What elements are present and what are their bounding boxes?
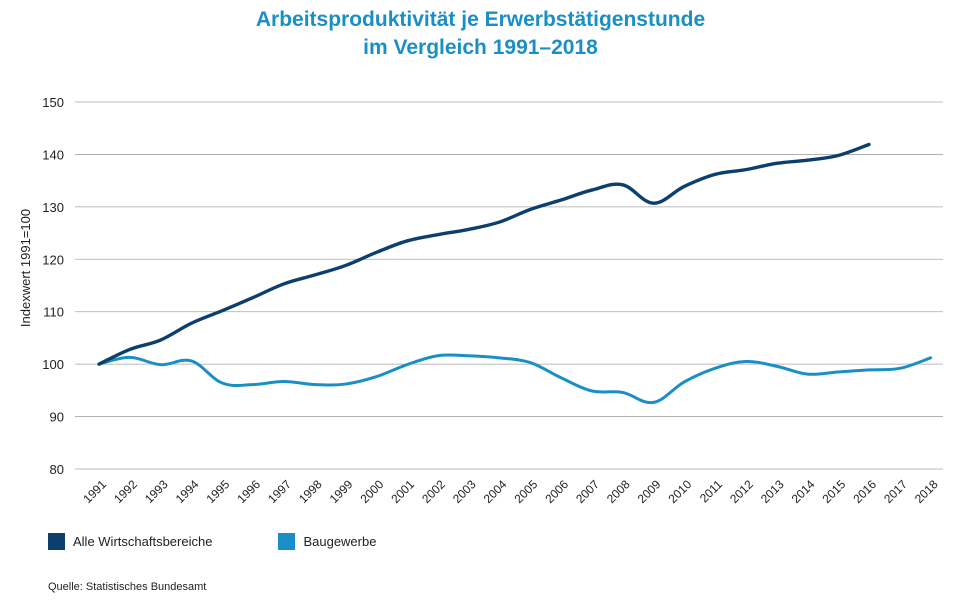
legend: Alle Wirtschaftsbereiche Baugewerbe [48, 533, 442, 550]
chart-title: Arbeitsproduktivität je Erwerbstätigenst… [0, 6, 961, 62]
x-tick-label: 2000 [358, 477, 387, 506]
x-tick-label: 2018 [912, 477, 941, 506]
x-tick-label: 2001 [388, 477, 417, 506]
y-tick-label: 130 [42, 200, 64, 215]
y-tick-label: 110 [43, 305, 64, 320]
y-tick-labels: 80 90 100 110 120 130 140 150 [42, 95, 64, 477]
y-tick-label: 120 [42, 252, 64, 267]
x-tick-label: 1997 [265, 477, 294, 506]
legend-swatch-baugewerbe [278, 533, 296, 550]
x-tick-label: 2009 [635, 477, 664, 506]
source-note: Quelle: Statistisches Bundesamt [48, 581, 207, 593]
x-tick-label: 1998 [296, 477, 325, 506]
grid-lines [75, 101, 943, 470]
legend-item-baugewerbe: Baugewerbe [278, 533, 376, 550]
series-line-alle-wirtschaftsbereiche [97, 142, 871, 366]
legend-item-alle: Alle Wirtschaftsbereiche [48, 533, 212, 550]
x-tick-label: 2014 [789, 477, 818, 506]
x-tick-label: 2008 [604, 477, 633, 506]
legend-label-alle: Alle Wirtschaftsbereiche [73, 534, 213, 549]
y-tick-label: 140 [42, 147, 64, 162]
x-tick-label: 1993 [142, 477, 171, 506]
x-tick-label: 2003 [450, 477, 479, 506]
series-line-baugewerbe [97, 353, 933, 405]
legend-label-baugewerbe: Baugewerbe [303, 534, 377, 549]
x-tick-label: 1996 [234, 477, 263, 506]
x-tick-label: 1995 [204, 477, 233, 506]
x-tick-labels: 1991 1992 1993 1994 1995 1996 1997 1998 1999 2000… [80, 477, 941, 506]
x-tick-label: 1991 [80, 477, 109, 506]
y-tick-label: 90 [50, 410, 64, 425]
x-tick-label: 2005 [512, 477, 541, 506]
x-tick-label: 2012 [727, 477, 756, 506]
x-tick-label: 2016 [850, 477, 879, 506]
data-series [97, 142, 933, 405]
x-tick-label: 2006 [542, 477, 571, 506]
x-tick-label: 2017 [881, 477, 910, 506]
legend-swatch-alle [48, 533, 65, 550]
x-tick-label: 2013 [758, 477, 787, 506]
x-tick-label: 2007 [573, 477, 602, 506]
x-tick-label: 2010 [666, 477, 695, 506]
x-tick-label: 1994 [173, 477, 202, 506]
y-tick-label: 100 [42, 357, 64, 372]
y-tick-label: 150 [42, 95, 64, 110]
y-axis-label: Indexwert 1991=100 [18, 209, 33, 327]
chart-title-line-1: Arbeitsproduktivität je Erwerbstätigenst… [255, 8, 706, 31]
x-tick-label: 2011 [697, 477, 725, 505]
x-tick-label: 2015 [820, 477, 849, 506]
x-tick-label: 1992 [111, 477, 140, 506]
chart-title-line-2: im Vergleich 1991–2018 [363, 36, 598, 59]
x-tick-label: 2002 [419, 477, 448, 506]
x-tick-label: 1999 [327, 477, 356, 506]
x-tick-label: 2004 [481, 477, 510, 506]
y-tick-label: 80 [50, 462, 64, 477]
